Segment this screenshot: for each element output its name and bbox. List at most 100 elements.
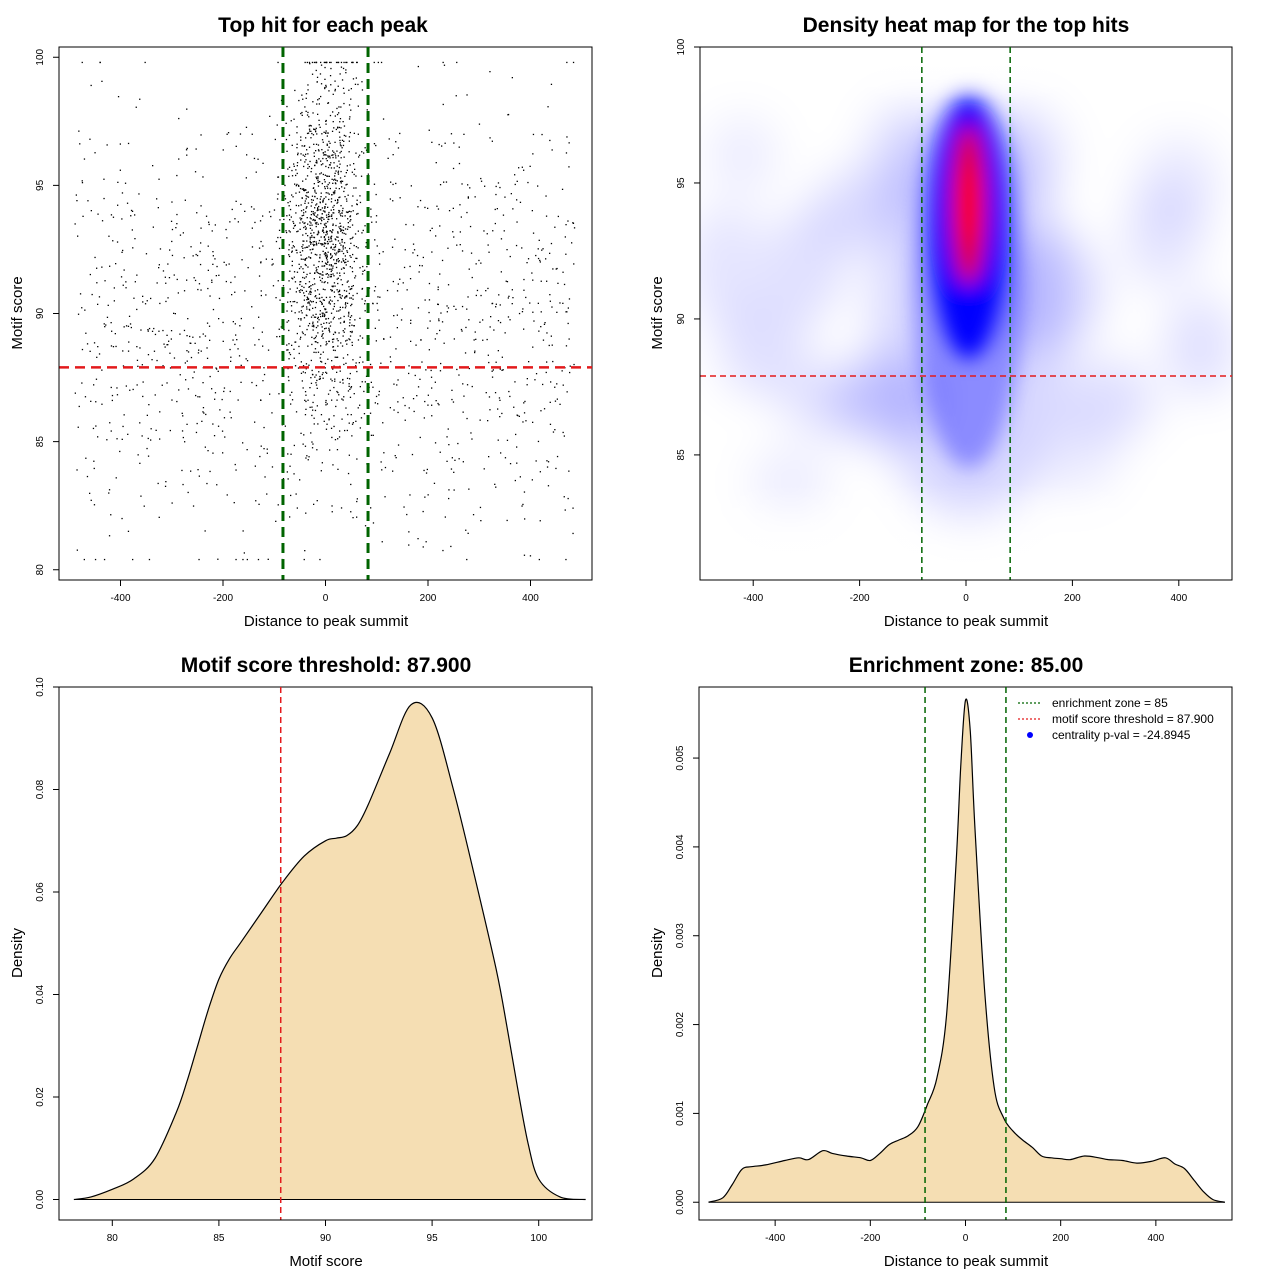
- scatter-point: [340, 106, 342, 108]
- scatter-point: [342, 245, 344, 247]
- scatter-point: [395, 141, 397, 143]
- scatter-point: [304, 106, 306, 108]
- scatter-point: [544, 322, 546, 324]
- scatter-point: [347, 194, 349, 196]
- scatter-point: [199, 336, 201, 338]
- scatter-point: [313, 394, 315, 396]
- scatter-point: [347, 222, 349, 224]
- scatter-point: [337, 236, 339, 238]
- scatter-point: [495, 306, 497, 308]
- heatmap-title: Density heat map for the top hits: [803, 14, 1130, 37]
- scatter-point: [337, 291, 339, 293]
- score-density-area-fill: [73, 702, 586, 1200]
- scatter-point: [436, 333, 438, 335]
- scatter-point: [76, 549, 78, 551]
- scatter-point: [308, 301, 310, 303]
- scatter-point: [359, 267, 361, 269]
- scatter-point: [357, 339, 360, 341]
- scatter-point: [342, 226, 345, 228]
- scatter-point: [293, 271, 296, 273]
- scatter-point: [310, 232, 312, 234]
- scatter-point: [290, 120, 292, 122]
- scatter-point: [569, 371, 571, 374]
- scatter-point: [366, 109, 368, 111]
- scatter-point: [412, 398, 415, 400]
- scatter-point: [346, 281, 348, 283]
- scatter-point: [272, 263, 274, 265]
- scatter-point: [311, 229, 313, 231]
- scatter-point: [327, 282, 329, 284]
- scatter-point: [330, 270, 332, 273]
- distance-density-y-axis-label: Density: [649, 927, 666, 978]
- score-density-y-tick-label: 0.04: [35, 984, 46, 1004]
- scatter-point: [361, 298, 363, 300]
- scatter-point: [312, 300, 314, 303]
- scatter-point: [324, 308, 326, 310]
- scatter-point: [108, 535, 111, 537]
- scatter-point: [111, 330, 113, 332]
- scatter-point: [313, 218, 315, 221]
- scatter-point: [317, 113, 319, 115]
- scatter-point: [350, 109, 352, 111]
- scatter-point: [190, 246, 192, 248]
- scatter-point: [353, 187, 355, 189]
- scatter-point: [310, 243, 312, 245]
- scatter-point: [128, 315, 131, 317]
- scatter-point: [234, 343, 236, 346]
- scatter-point: [290, 216, 292, 218]
- scatter-point: [425, 472, 428, 474]
- scatter-point: [319, 279, 322, 282]
- scatter-point: [158, 330, 160, 332]
- scatter-point: [346, 183, 348, 185]
- scatter-point: [313, 61, 316, 64]
- scatter-point: [113, 300, 115, 302]
- scatter-point: [337, 126, 339, 128]
- scatter-point: [302, 365, 305, 367]
- heatmap-y-tick-label: 90: [676, 313, 687, 325]
- scatter-point: [324, 206, 326, 208]
- scatter-point: [184, 199, 186, 201]
- scatter-point: [324, 239, 326, 241]
- scatter-point: [347, 218, 349, 220]
- scatter-point: [303, 292, 305, 294]
- scatter-point: [334, 178, 336, 180]
- scatter-point: [337, 391, 339, 394]
- scatter-point: [417, 538, 419, 540]
- scatter-point: [326, 175, 328, 177]
- scatter-point: [322, 152, 325, 154]
- scatter-point: [532, 311, 534, 313]
- scatter-point: [311, 301, 313, 303]
- scatter-point: [326, 233, 328, 235]
- scatter-point: [439, 184, 442, 186]
- scatter-point: [285, 122, 287, 124]
- scatter-point: [164, 485, 167, 487]
- scatter-point: [167, 344, 169, 346]
- scatter-point: [293, 348, 295, 350]
- scatter-point: [307, 266, 309, 268]
- scatter-point: [551, 344, 553, 346]
- scatter-point: [336, 289, 338, 291]
- scatter-point: [309, 221, 311, 223]
- scatter-point: [320, 315, 322, 318]
- scatter-point: [491, 370, 493, 372]
- scatter-point: [495, 486, 497, 488]
- scatter-point: [315, 143, 318, 145]
- scatter-point: [110, 322, 112, 324]
- scatter-point: [417, 307, 420, 309]
- scatter-point: [334, 153, 336, 155]
- scatter-point: [252, 327, 255, 329]
- scatter-point: [356, 292, 358, 295]
- scatter-point: [356, 199, 358, 201]
- scatter-point: [121, 517, 123, 520]
- scatter-point: [547, 106, 549, 108]
- scatter-point: [301, 188, 303, 190]
- scatter-point: [260, 290, 262, 292]
- scatter-point: [351, 285, 353, 288]
- scatter-point: [146, 414, 148, 416]
- scatter-point: [319, 297, 321, 299]
- scatter-point: [79, 143, 81, 145]
- scatter-point: [342, 207, 344, 210]
- scatter-point: [324, 174, 326, 176]
- scatter-point: [318, 103, 320, 105]
- scatter-point: [304, 414, 307, 416]
